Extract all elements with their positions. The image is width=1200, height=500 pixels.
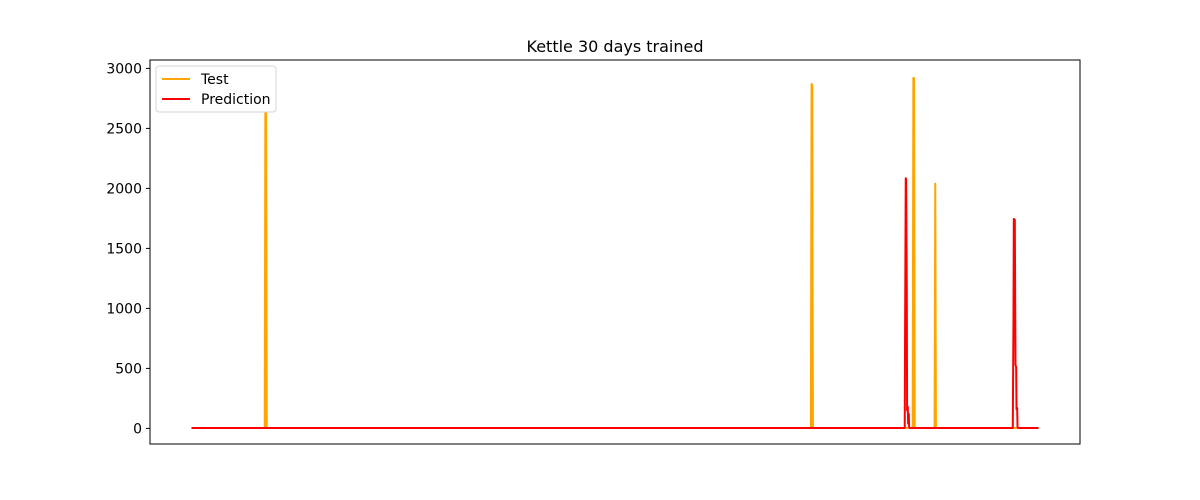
y-tick-label: 3000 <box>106 61 142 77</box>
chart-title: Kettle 30 days trained <box>527 37 704 56</box>
plot-area <box>149 59 1081 445</box>
legend-test-label: Test <box>200 72 229 88</box>
legend-box <box>155 65 277 113</box>
y-tick-label: 0 <box>133 421 142 437</box>
legend-prediction-label: Prediction <box>201 92 271 108</box>
y-tick-label: 1000 <box>106 301 142 317</box>
prediction-series-line <box>191 177 1039 430</box>
y-axis: 0 500 1000 1500 2000 2500 3000 <box>106 61 150 437</box>
y-tick-label: 2000 <box>106 181 142 197</box>
legend: Test Prediction <box>155 65 277 113</box>
y-tick-label: 500 <box>115 361 142 377</box>
y-tick-label: 1500 <box>106 241 142 257</box>
y-tick-label: 2500 <box>106 121 142 137</box>
